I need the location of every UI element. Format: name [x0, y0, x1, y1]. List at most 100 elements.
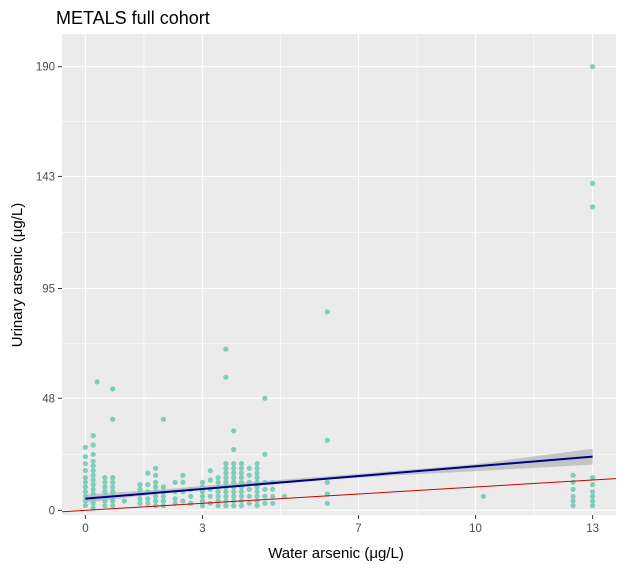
data-point [137, 496, 143, 502]
data-point [215, 479, 221, 485]
y-tick-label: 48 [42, 393, 55, 405]
data-point [570, 498, 576, 504]
data-point [82, 475, 88, 481]
data-point [102, 479, 108, 485]
grid-major [62, 34, 616, 515]
data-point [82, 468, 88, 474]
confidence-band [85, 448, 593, 503]
data-point [324, 479, 330, 485]
data-point [590, 180, 596, 186]
data-point [231, 503, 237, 509]
data-point [137, 486, 143, 492]
data-point [172, 496, 178, 502]
data-point [199, 489, 206, 495]
data-point [281, 493, 287, 499]
data-point [153, 479, 159, 485]
data-point [180, 472, 186, 478]
data-point [82, 498, 88, 504]
data-point [199, 498, 206, 504]
data-point [153, 484, 159, 490]
data-point [121, 498, 127, 504]
data-point [231, 428, 237, 434]
data-point [82, 454, 88, 460]
data-point [254, 498, 260, 504]
data-point [246, 486, 252, 492]
data-point [90, 491, 96, 497]
data-point [90, 500, 96, 506]
data-point [137, 482, 143, 488]
data-point [102, 498, 108, 504]
data-point [231, 447, 237, 453]
data-point [270, 493, 276, 499]
data-point [82, 503, 88, 509]
data-point [180, 498, 186, 504]
y-tick-label: 0 [49, 505, 55, 517]
data-point [188, 493, 194, 499]
data-point [110, 484, 116, 490]
data-point [246, 493, 252, 499]
data-point [324, 437, 330, 443]
data-point [145, 500, 151, 506]
fit-line [85, 455, 593, 500]
data-point [223, 493, 229, 499]
data-point [231, 489, 237, 495]
data-point [254, 484, 260, 490]
data-point [90, 468, 96, 474]
data-point [153, 472, 159, 478]
data-point [223, 374, 229, 380]
data-point [90, 433, 96, 439]
plot-panel [62, 34, 616, 515]
data-point [160, 484, 166, 490]
data-point [254, 475, 260, 481]
data-point [590, 475, 596, 481]
data-point [172, 479, 178, 485]
data-point [570, 472, 576, 478]
data-point [480, 493, 486, 499]
data-point [231, 475, 237, 481]
data-point [262, 493, 268, 499]
data-point [238, 465, 245, 471]
data-point [102, 484, 108, 490]
data-point [262, 486, 268, 492]
data-point [90, 442, 96, 448]
data-point [231, 470, 237, 476]
data-point [238, 461, 245, 467]
reference-line [61, 478, 617, 513]
data-point [254, 489, 260, 495]
data-point [246, 479, 252, 485]
data-point [590, 482, 596, 488]
data-point [223, 503, 229, 509]
data-point [82, 444, 88, 450]
x-axis-ticks: 0 3 7 10 13 [82, 515, 599, 535]
data-point [223, 346, 229, 352]
data-point [223, 498, 229, 504]
y-tick-label: 143 [36, 171, 55, 183]
data-point [238, 503, 245, 509]
data-point [153, 465, 159, 471]
chart-title: METALS full cohort [56, 8, 210, 28]
data-point [570, 493, 576, 499]
x-tick-label: 7 [355, 523, 361, 535]
data-point [238, 493, 245, 499]
data-point [153, 493, 159, 499]
data-point [215, 489, 221, 495]
data-point [254, 465, 260, 471]
data-point [590, 503, 596, 509]
data-point [262, 451, 268, 457]
data-point [207, 468, 213, 474]
data-point [238, 479, 245, 485]
data-point [254, 503, 260, 509]
data-point [90, 463, 96, 469]
data-point [110, 416, 116, 422]
data-point [215, 475, 221, 481]
data-point [262, 395, 268, 401]
data-point [570, 486, 576, 492]
data-point [223, 470, 229, 476]
data-point [82, 484, 88, 490]
data-point [153, 498, 159, 504]
data-point [215, 493, 221, 499]
y-axis-ticks: 0 48 95 143 190 [36, 62, 62, 517]
data-point [180, 479, 186, 485]
data-point [90, 482, 96, 488]
